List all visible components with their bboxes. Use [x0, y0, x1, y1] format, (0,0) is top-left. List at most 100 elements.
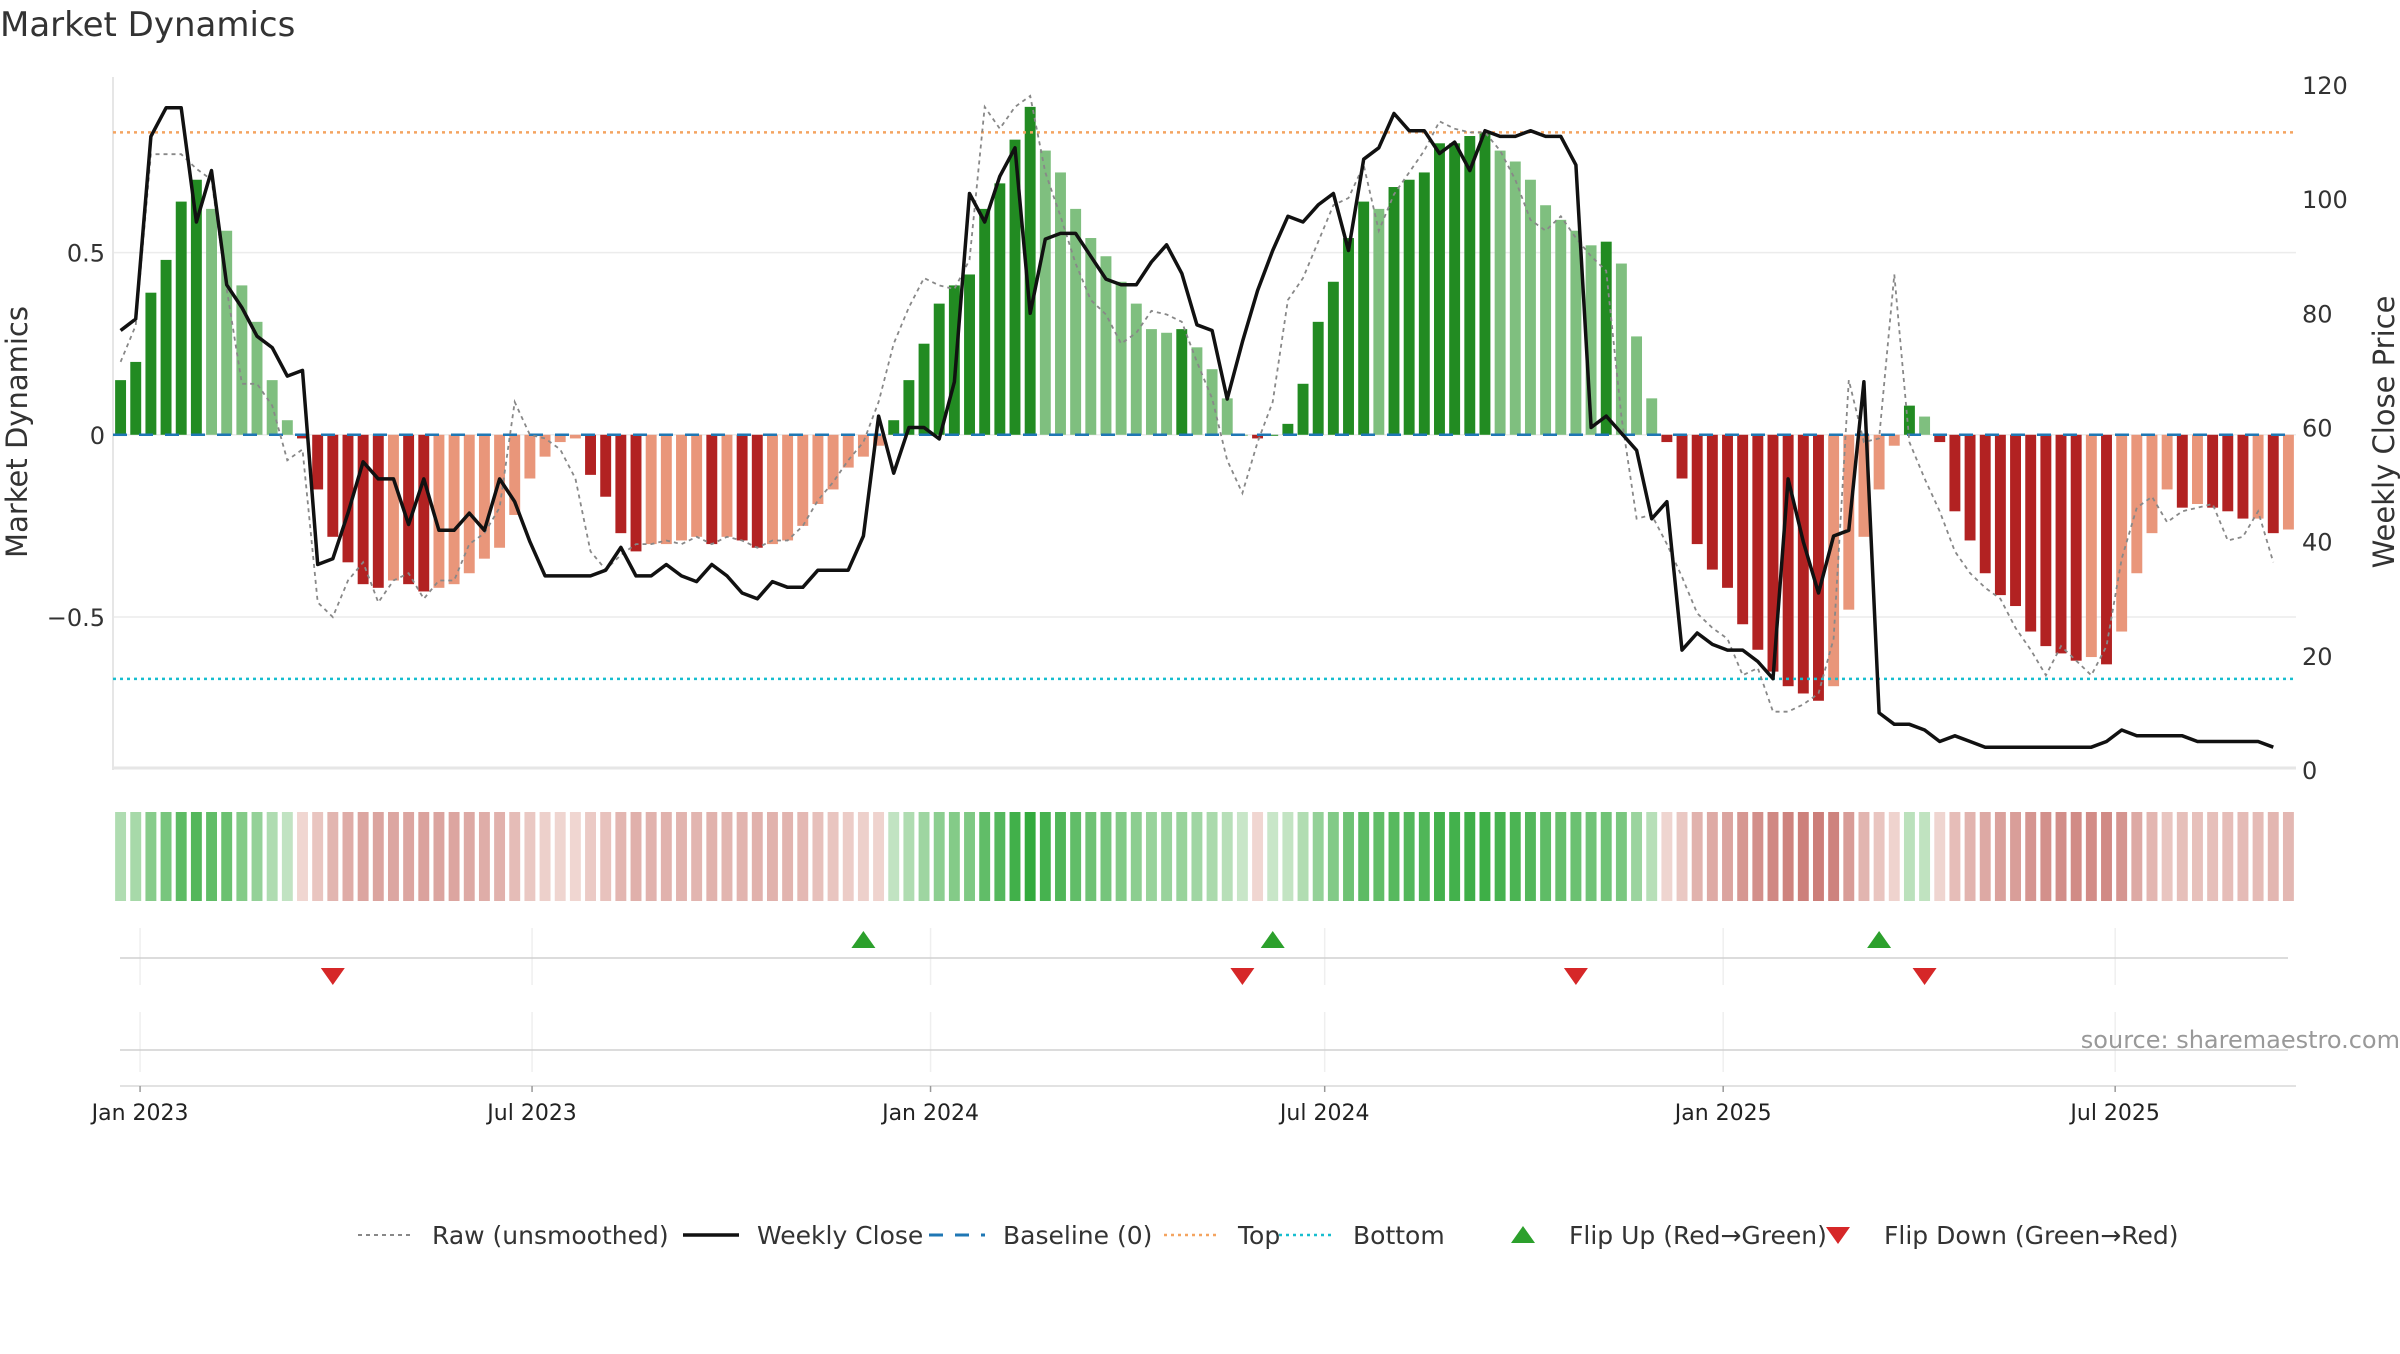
md-bar [1464, 136, 1476, 435]
strip-cell [1631, 812, 1643, 901]
grid-layer [112, 77, 2296, 770]
md-bar [1722, 434, 1733, 588]
strip-cell [509, 812, 521, 901]
md-bar [2085, 434, 2097, 658]
strip-cell [281, 812, 293, 901]
strip-cell [1524, 812, 1536, 901]
strip-cell [1767, 812, 1779, 901]
strip-cell [1919, 812, 1931, 901]
md-bar [721, 434, 733, 537]
x-tick-label: Jan 2023 [90, 1101, 189, 1126]
md-bar [433, 434, 445, 588]
strip-cell [827, 812, 839, 901]
strip-cell [1752, 812, 1764, 901]
y-tick-label-right: 40 [2302, 529, 2333, 557]
md-bar [221, 230, 233, 435]
md-bar [1828, 434, 1840, 687]
axis-layer: 0.5 0 −0.5 0 20 40 60 80 100 120 [47, 72, 2348, 785]
strip-cell [1039, 812, 1051, 901]
strip-cell [554, 812, 566, 901]
md-bar [2192, 434, 2203, 505]
weekly-close-line [119, 106, 2274, 749]
strip-cell [2131, 812, 2143, 901]
line-layer [113, 94, 2296, 749]
md-bar [1221, 398, 1233, 435]
md-bar [1631, 336, 1643, 435]
md-bar [1267, 434, 1279, 436]
strip-cell [2222, 812, 2234, 901]
md-bar [1585, 245, 1597, 435]
strip-cell [251, 812, 263, 901]
md-bar [1009, 139, 1021, 435]
md-bar [1085, 238, 1097, 435]
y-tick-label-right: 0 [2302, 757, 2317, 785]
strip-cell [1888, 812, 1900, 901]
strip-cell [1161, 812, 1173, 901]
chart-title: Market Dynamics [0, 5, 295, 45]
strip-cell [478, 812, 490, 901]
strip-cell [2161, 812, 2173, 901]
raw-line [119, 94, 2275, 713]
strip-cell [403, 812, 415, 901]
strip-cell [1130, 812, 1142, 901]
strip-cell [1873, 812, 1885, 901]
strip-cell [1540, 812, 1552, 901]
md-bar [1191, 347, 1203, 435]
strip-cell [751, 812, 763, 901]
strip-cell [964, 812, 975, 901]
md-bar [1813, 434, 1824, 701]
md-bar [2161, 434, 2173, 490]
md-bar [130, 361, 142, 435]
md-bar [1600, 241, 1612, 435]
md-bar [2207, 434, 2219, 508]
strip-cell [1236, 812, 1248, 901]
md-bar [2282, 434, 2294, 530]
md-bar [615, 434, 627, 534]
y-tick-label-left: 0 [90, 422, 105, 450]
md-bar [2010, 434, 2022, 607]
md-bar [2237, 434, 2249, 519]
strip-cell [812, 812, 824, 901]
strip-cell [1858, 812, 1870, 901]
strip-cell [1509, 812, 1521, 901]
strip-cell [918, 812, 930, 901]
x-axis: Jan 2023 Jul 2023 Jan 2024 Jul 2024 Jan 2025… [90, 1085, 2296, 1126]
y-tick-label-left: 0.5 [67, 240, 105, 268]
md-bar [1373, 208, 1385, 435]
legend: Raw (unsmoothed) Weekly Close Baseline (0)… [358, 1221, 2179, 1250]
md-bar [676, 434, 687, 541]
md-bar [1312, 321, 1324, 435]
md-bar [1676, 434, 1688, 479]
y-axis-label-left: Market Dynamics [0, 306, 34, 558]
source-text: source: sharemaestro.com [2081, 1026, 2400, 1054]
flip-down-marker [1230, 968, 1255, 985]
md-bar [1797, 434, 1809, 694]
md-bar [782, 434, 794, 541]
md-bar [1540, 205, 1552, 435]
strip-cell [1661, 812, 1673, 901]
md-bar [539, 434, 551, 457]
md-bar [994, 183, 1006, 435]
md-bar [797, 434, 809, 526]
strip-cell [1282, 812, 1294, 901]
md-bar [660, 434, 672, 545]
md-bar [1615, 263, 1627, 435]
md-bar [751, 434, 763, 548]
strip-cell [1691, 812, 1703, 901]
strip-cell [1646, 812, 1658, 901]
md-bar [1858, 434, 1870, 537]
strip-cell [539, 812, 551, 901]
strip-cell [1070, 812, 1082, 901]
strip-cell [2085, 812, 2097, 901]
md-bar [1949, 434, 1961, 512]
md-bar [766, 434, 778, 545]
strip-cell [1828, 812, 1840, 901]
strip-cell [130, 812, 142, 901]
legend-label: Flip Down (Green→Red) [1884, 1221, 2179, 1250]
strip-cell [448, 812, 460, 901]
strip-cell [569, 812, 581, 901]
strip-cell [2025, 812, 2037, 901]
strip-cell [372, 812, 384, 901]
md-bar [1737, 434, 1749, 625]
y-tick-label-left: −0.5 [47, 604, 105, 632]
